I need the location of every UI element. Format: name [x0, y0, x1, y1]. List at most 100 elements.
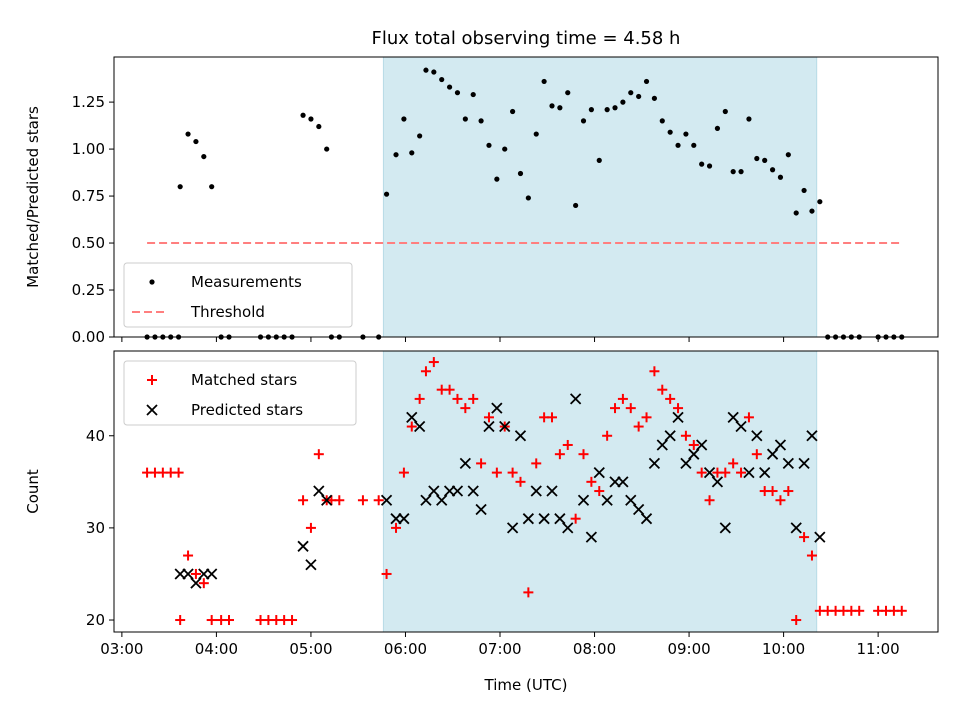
data-point: [554, 513, 566, 525]
data-point: [711, 476, 724, 488]
data-point: [546, 412, 557, 423]
series-predicted-stars: [174, 393, 826, 589]
data-point: [190, 577, 202, 589]
legend-marker: [146, 404, 158, 416]
data-point: [783, 486, 794, 497]
data-point: [719, 522, 731, 534]
data-point: [628, 90, 634, 96]
data-point: [593, 466, 605, 479]
data-point: [549, 103, 555, 109]
data-point: [562, 522, 574, 534]
data-point: [751, 430, 763, 442]
data-point: [640, 513, 653, 525]
data-point: [586, 476, 597, 487]
data-point: [414, 393, 425, 404]
data-point: [782, 457, 794, 470]
data-point: [175, 615, 186, 626]
legend-entry-predicted-stars: Predicted stars: [146, 401, 303, 419]
legend-entry-measurements: Measurements: [149, 273, 302, 291]
x-tick-label: 09:00: [667, 640, 710, 658]
data-point: [699, 161, 705, 167]
data-point: [620, 99, 626, 105]
data-point: [641, 412, 652, 423]
data-point: [506, 522, 519, 534]
data-point: [201, 153, 207, 160]
data-point: [665, 393, 676, 404]
data-point: [799, 532, 810, 543]
data-point: [431, 69, 437, 75]
data-point: [514, 430, 527, 442]
data-point: [625, 403, 636, 414]
data-point: [703, 466, 716, 479]
data-point: [767, 486, 778, 497]
data-point: [728, 458, 739, 469]
data-point: [373, 495, 384, 506]
data-point: [793, 210, 799, 216]
legend-entry-matched-stars: Matched stars: [147, 371, 297, 389]
data-point: [530, 485, 542, 497]
data-point: [401, 116, 407, 122]
data-point: [428, 357, 439, 368]
data-point: [696, 467, 707, 478]
data-point: [206, 568, 218, 580]
data-point: [494, 176, 500, 182]
data-point: [667, 129, 673, 135]
data-point: [643, 78, 650, 85]
legend-box: [123, 360, 357, 426]
data-point: [588, 107, 594, 113]
data-point: [206, 615, 217, 626]
x-tick-label: 08:00: [573, 640, 616, 658]
data-point: [538, 513, 550, 525]
y-tick-label: 0.75: [72, 187, 105, 205]
y-axis-label: Count: [24, 469, 42, 514]
legend: Measurements Threshold: [123, 262, 353, 328]
data-point: [522, 513, 534, 525]
data-point: [486, 142, 492, 148]
data-point: [633, 421, 644, 432]
data-point: [743, 466, 755, 479]
data-point: [769, 167, 776, 173]
x-tick-label: 11:00: [857, 640, 900, 658]
data-point: [777, 174, 784, 180]
data-point: [751, 449, 762, 460]
data-point: [173, 467, 184, 478]
y-tick-label: 30: [86, 519, 105, 537]
data-point: [459, 457, 471, 470]
data-point: [470, 91, 476, 98]
data-point: [316, 123, 322, 130]
data-point: [680, 457, 692, 470]
data-point: [633, 503, 645, 516]
data-point: [209, 184, 215, 190]
data-point: [483, 420, 495, 433]
data-point: [193, 138, 199, 145]
data-point: [510, 108, 516, 115]
bottom-panel: 03:00 04:00 05:00 06:00 07:00 08:00 09:00 10:00…: [24, 350, 939, 694]
data-point: [475, 503, 487, 516]
data-point: [476, 458, 487, 469]
data-point: [409, 150, 415, 156]
data-point: [468, 393, 479, 404]
data-point: [672, 411, 684, 423]
data-point: [380, 494, 393, 506]
data-point: [762, 157, 768, 163]
data-point: [746, 116, 752, 122]
data-point: [383, 191, 390, 197]
y-tick-label: 1.00: [72, 140, 105, 158]
y-tick-label: 0.00: [72, 328, 105, 346]
data-point: [446, 84, 453, 90]
x-axis-label: Time (UTC): [484, 676, 568, 694]
legend-label: Threshold: [190, 303, 265, 321]
data-point: [706, 163, 713, 169]
data-point: [617, 393, 628, 404]
data-point: [391, 522, 402, 533]
data-point: [491, 467, 502, 478]
data-point: [601, 494, 613, 506]
data-point: [428, 485, 440, 497]
legend-label: Predicted stars: [191, 401, 303, 419]
data-point: [305, 522, 316, 533]
data-point: [774, 439, 787, 451]
data-point: [688, 448, 700, 460]
data-point: [515, 476, 526, 487]
data-point: [507, 467, 518, 478]
data-point: [578, 449, 589, 460]
